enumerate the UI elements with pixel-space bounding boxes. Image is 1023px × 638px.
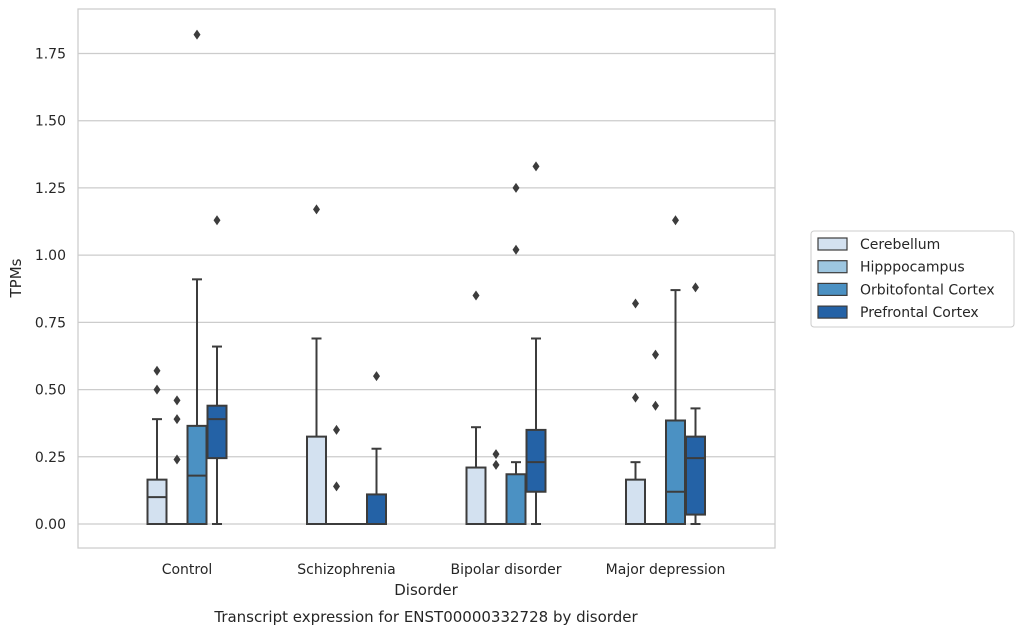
x-tick-labels: Control Schizophrenia Bipolar disorder Majo… (162, 562, 726, 578)
outlier-point (652, 401, 659, 411)
outlier-point (333, 481, 340, 491)
legend-swatch (818, 306, 847, 318)
outlier-point (313, 204, 320, 214)
box-body (527, 430, 546, 492)
legend-swatch (818, 238, 847, 250)
outlier-point (154, 385, 161, 395)
outlier-point (214, 215, 221, 225)
chart-caption: Transcript expression for ENST0000033272… (213, 608, 638, 626)
outlier-point (632, 299, 639, 309)
y-axis-label: TPMs (7, 258, 25, 298)
y-tick-label: 1.75 (35, 47, 66, 63)
outlier-point (652, 350, 659, 360)
outlier-point (533, 161, 540, 171)
box-body (307, 437, 326, 524)
x-tick-label: Control (162, 562, 213, 578)
outlier-point (194, 30, 201, 40)
box-orbitofontal-cortex (188, 30, 207, 524)
outlier-point (154, 366, 161, 376)
outlier-point (493, 449, 500, 459)
outlier-point (174, 454, 181, 464)
y-tick-label: 0.00 (35, 517, 66, 533)
y-tick-label: 1.00 (35, 248, 66, 264)
y-tick-label: 1.50 (35, 114, 66, 130)
legend-label: Cerebellum (860, 237, 940, 253)
outlier-point (174, 395, 181, 405)
outlier-point (513, 183, 520, 193)
box-cerebellum (467, 290, 486, 524)
box-body (666, 420, 685, 524)
outlier-point (174, 414, 181, 424)
box-prefrontal-cortex (686, 282, 705, 524)
x-tick-label: Bipolar disorder (450, 562, 561, 578)
box-prefrontal-cortex (208, 215, 227, 524)
outlier-point (513, 245, 520, 255)
box-body (686, 437, 705, 515)
box-hipppocampus (487, 449, 506, 524)
outlier-point (692, 282, 699, 292)
legend-label: Orbitofontal Cortex (860, 282, 995, 298)
x-axis-label: Disorder (394, 581, 458, 599)
box-layer (148, 30, 706, 524)
legend-swatch (818, 261, 847, 273)
outlier-point (373, 371, 380, 381)
box-body (148, 480, 167, 524)
box-hipppocampus (327, 425, 346, 524)
legend-swatch (818, 283, 847, 295)
y-tick-label: 1.25 (35, 181, 66, 197)
box-prefrontal-cortex (367, 371, 386, 524)
box-hipppocampus (168, 395, 187, 524)
outlier-point (672, 215, 679, 225)
x-tick-label: Major depression (606, 562, 726, 578)
outlier-point (473, 290, 480, 300)
box-cerebellum (307, 204, 326, 524)
legend-label: Hipppocampus (860, 260, 965, 276)
x-tick-label: Schizophrenia (297, 562, 395, 578)
box-prefrontal-cortex (527, 161, 546, 524)
box-cerebellum (626, 299, 645, 524)
box-body (367, 494, 386, 524)
y-tick-label: 0.75 (35, 315, 66, 331)
box-body (208, 406, 227, 458)
box-hipppocampus (646, 350, 665, 524)
y-tick-label: 0.25 (35, 450, 66, 466)
legend: Cerebellum Hipppocampus Orbitofontal Corte… (811, 231, 1014, 327)
box-orbitofontal-cortex (507, 183, 526, 524)
box-orbitofontal-cortex (666, 215, 685, 524)
legend-label: Prefrontal Cortex (860, 305, 979, 321)
y-tick-labels: 0.00 0.25 0.50 0.75 1.00 1.25 1.50 1.75 (35, 47, 66, 534)
outlier-point (493, 460, 500, 470)
box-body (507, 474, 526, 524)
y-tick-label: 0.50 (35, 383, 66, 399)
outlier-point (333, 425, 340, 435)
box-body (626, 480, 645, 524)
outlier-point (632, 393, 639, 403)
box-body (467, 468, 486, 524)
